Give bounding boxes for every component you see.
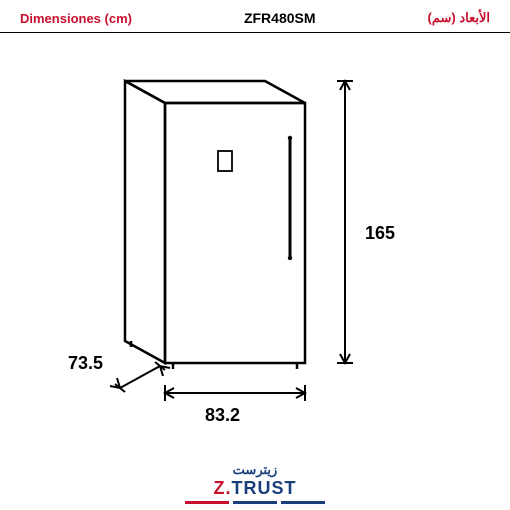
brand-trust: TRUST <box>232 478 297 498</box>
header-right-label: الأبعاد (سم) <box>428 10 490 26</box>
depth-value: 73.5 <box>68 353 103 374</box>
width-value: 83.2 <box>205 405 240 426</box>
header-model: ZFR480SM <box>244 10 316 26</box>
footer-bars <box>0 501 510 504</box>
footer-arabic: زيترست <box>0 462 510 478</box>
brand-z: Z <box>213 478 225 498</box>
height-value: 165 <box>365 223 395 244</box>
header-left-label: Dimensiones (cm) <box>20 11 132 26</box>
dimension-diagram <box>0 33 510 453</box>
footer-brand: Z.TRUST <box>0 478 510 499</box>
header: Dimensiones (cm) ZFR480SM الأبعاد (سم) <box>0 0 510 33</box>
footer: زيترست Z.TRUST <box>0 462 510 504</box>
diagram-area: 165 83.2 73.5 <box>0 33 510 453</box>
